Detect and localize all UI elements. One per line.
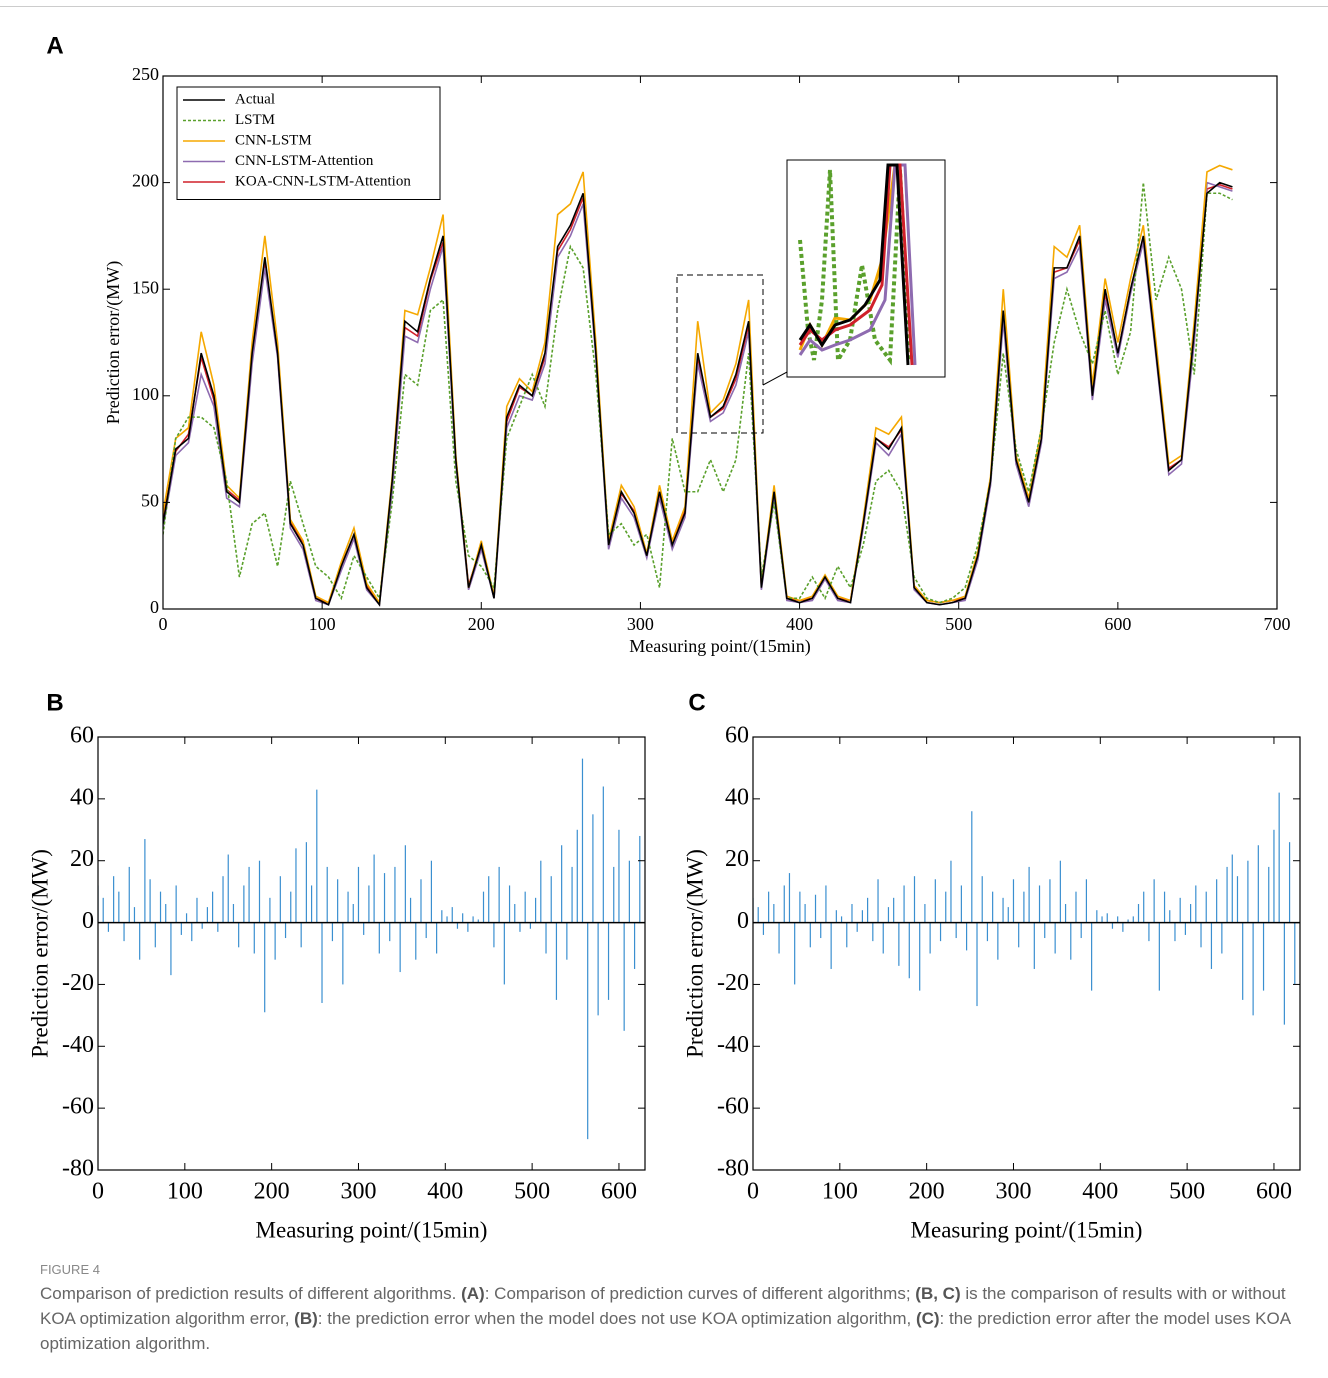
- plot-frame: [162, 75, 1278, 610]
- y-tick-label: -80: [717, 1156, 749, 1182]
- y-tick-label: 250: [132, 64, 159, 84]
- panel-label: C: [688, 689, 705, 716]
- y-tick-label: 150: [132, 277, 159, 297]
- y-tick-label: 100: [132, 384, 159, 404]
- caption-part: (B, C): [915, 1284, 961, 1303]
- x-tick-label: 400: [427, 1178, 463, 1204]
- caption-part: (A): [461, 1284, 485, 1303]
- plot-area: [163, 164, 1233, 607]
- zoom-curve: [798, 163, 910, 366]
- legend-label: KOA-CNN-LSTM-Attention: [235, 173, 411, 189]
- zoom-curve: [798, 169, 912, 367]
- x-tick-label: 300: [627, 614, 654, 634]
- plot-area: [753, 792, 1300, 1025]
- x-tick-label: 700: [1264, 614, 1291, 634]
- y-tick-label: 40: [70, 784, 94, 810]
- caption: FIGURE 4 Comparison of prediction result…: [40, 1262, 1300, 1356]
- panel-label: A: [46, 32, 63, 59]
- y-axis-label: Prediction error/(MW): [103, 261, 124, 424]
- y-tick-label: 40: [725, 784, 749, 810]
- x-tick-label: 0: [159, 614, 168, 634]
- y-tick-label: 0: [737, 908, 749, 934]
- x-tick-label: 200: [468, 614, 495, 634]
- figure: A0 100 200 300 400 500 600 700050100150200250Pr…: [27, 32, 1301, 1242]
- x-tick-label: 100: [309, 614, 336, 634]
- x-tick-label: 300: [995, 1178, 1031, 1204]
- plot-area: [98, 758, 645, 1140]
- legend: Actual LSTM CNN-LSTM CNN-LSTM-Attention KOA-…: [176, 86, 441, 200]
- caption-label: FIGURE 4: [40, 1262, 100, 1277]
- chart-1: B 0 100 200 300 400 500 600 -80 -60 -40 -20 0 20 40 60 P…: [27, 689, 646, 1242]
- y-tick-label: 50: [141, 491, 159, 511]
- y-tick-label: -60: [717, 1094, 749, 1120]
- series-line: [163, 183, 1233, 605]
- legend-label: Actual: [235, 91, 275, 107]
- x-tick-label: 400: [1082, 1178, 1118, 1204]
- y-tick-label: -80: [62, 1156, 94, 1182]
- legend-box: [176, 86, 441, 200]
- y-tick-label: -60: [62, 1094, 94, 1120]
- series-line: [163, 164, 1233, 605]
- x-tick-label: 600: [1256, 1178, 1292, 1204]
- x-tick-label: 500: [514, 1178, 550, 1204]
- top-rule: [0, 6, 1328, 7]
- caption-part: : Comparison of prediction curves of dif…: [484, 1284, 916, 1303]
- caption-part: (B): [294, 1309, 318, 1328]
- series-line: [163, 182, 1233, 604]
- y-axis-label: Prediction error/(MW): [27, 849, 52, 1058]
- y-axis-label: Prediction error/(MW): [682, 849, 707, 1058]
- x-tick-label: 300: [340, 1178, 376, 1204]
- y-tick-label: -40: [717, 1032, 749, 1058]
- legend-label: CNN-LSTM-Attention: [235, 153, 374, 169]
- y-tick-label: 60: [725, 723, 749, 749]
- y-tick-label: 20: [725, 846, 749, 872]
- plot-frame: [97, 736, 646, 1171]
- x-axis-label: Measuring point/(15min): [911, 1217, 1143, 1242]
- caption-part: : the prediction error when the model do…: [317, 1309, 916, 1328]
- legend-label: CNN-LSTM: [235, 132, 312, 148]
- x-axis-label: Measuring point/(15min): [629, 636, 810, 657]
- y-tick-label: -20: [62, 970, 94, 996]
- caption-part: : the prediction error after the model u…: [40, 1309, 1291, 1353]
- x-tick-label: 600: [1104, 614, 1131, 634]
- x-axis-label: Measuring point/(15min): [256, 1217, 488, 1242]
- x-tick-label: 200: [909, 1178, 945, 1204]
- caption-part: Comparison of prediction results of diff…: [40, 1284, 462, 1303]
- y-tick-label: 0: [82, 908, 94, 934]
- x-tick-label: 0: [92, 1178, 104, 1204]
- x-tick-label: 0: [747, 1178, 759, 1204]
- x-tick-label: 100: [167, 1178, 203, 1204]
- caption-part: is the comparison of results with or wit…: [40, 1284, 1286, 1328]
- x-tick-label: 400: [786, 614, 813, 634]
- x-tick-label: 500: [945, 614, 972, 634]
- x-tick-label: 500: [1169, 1178, 1205, 1204]
- y-tick-label: 200: [132, 171, 159, 191]
- zoom-inset: [676, 159, 946, 434]
- y-tick-label: -40: [62, 1032, 94, 1058]
- panel-label: B: [46, 689, 63, 716]
- series-line: [163, 181, 1233, 607]
- chart-0: A 0 100 200 300 400 500 600 700 0 50 100 150 200 250 Pr…: [46, 32, 1290, 657]
- caption-part: (C): [915, 1309, 940, 1328]
- y-tick-label: -20: [717, 970, 749, 996]
- x-tick-label: 200: [254, 1178, 290, 1204]
- chart-2: C 0 100 200 300 400 500 600 -80 -60 -40 -20 0 20 40 60 P…: [682, 689, 1301, 1242]
- x-tick-label: 100: [822, 1178, 858, 1204]
- legend-label: LSTM: [235, 112, 275, 128]
- caption-text: Comparison of prediction results of diff…: [40, 1281, 1300, 1356]
- y-tick-label: 20: [70, 846, 94, 872]
- y-tick-label: 0: [150, 597, 159, 617]
- zoom-region: [676, 274, 764, 434]
- plot-frame: [752, 736, 1301, 1171]
- x-tick-label: 600: [601, 1178, 637, 1204]
- y-tick-label: 60: [70, 723, 94, 749]
